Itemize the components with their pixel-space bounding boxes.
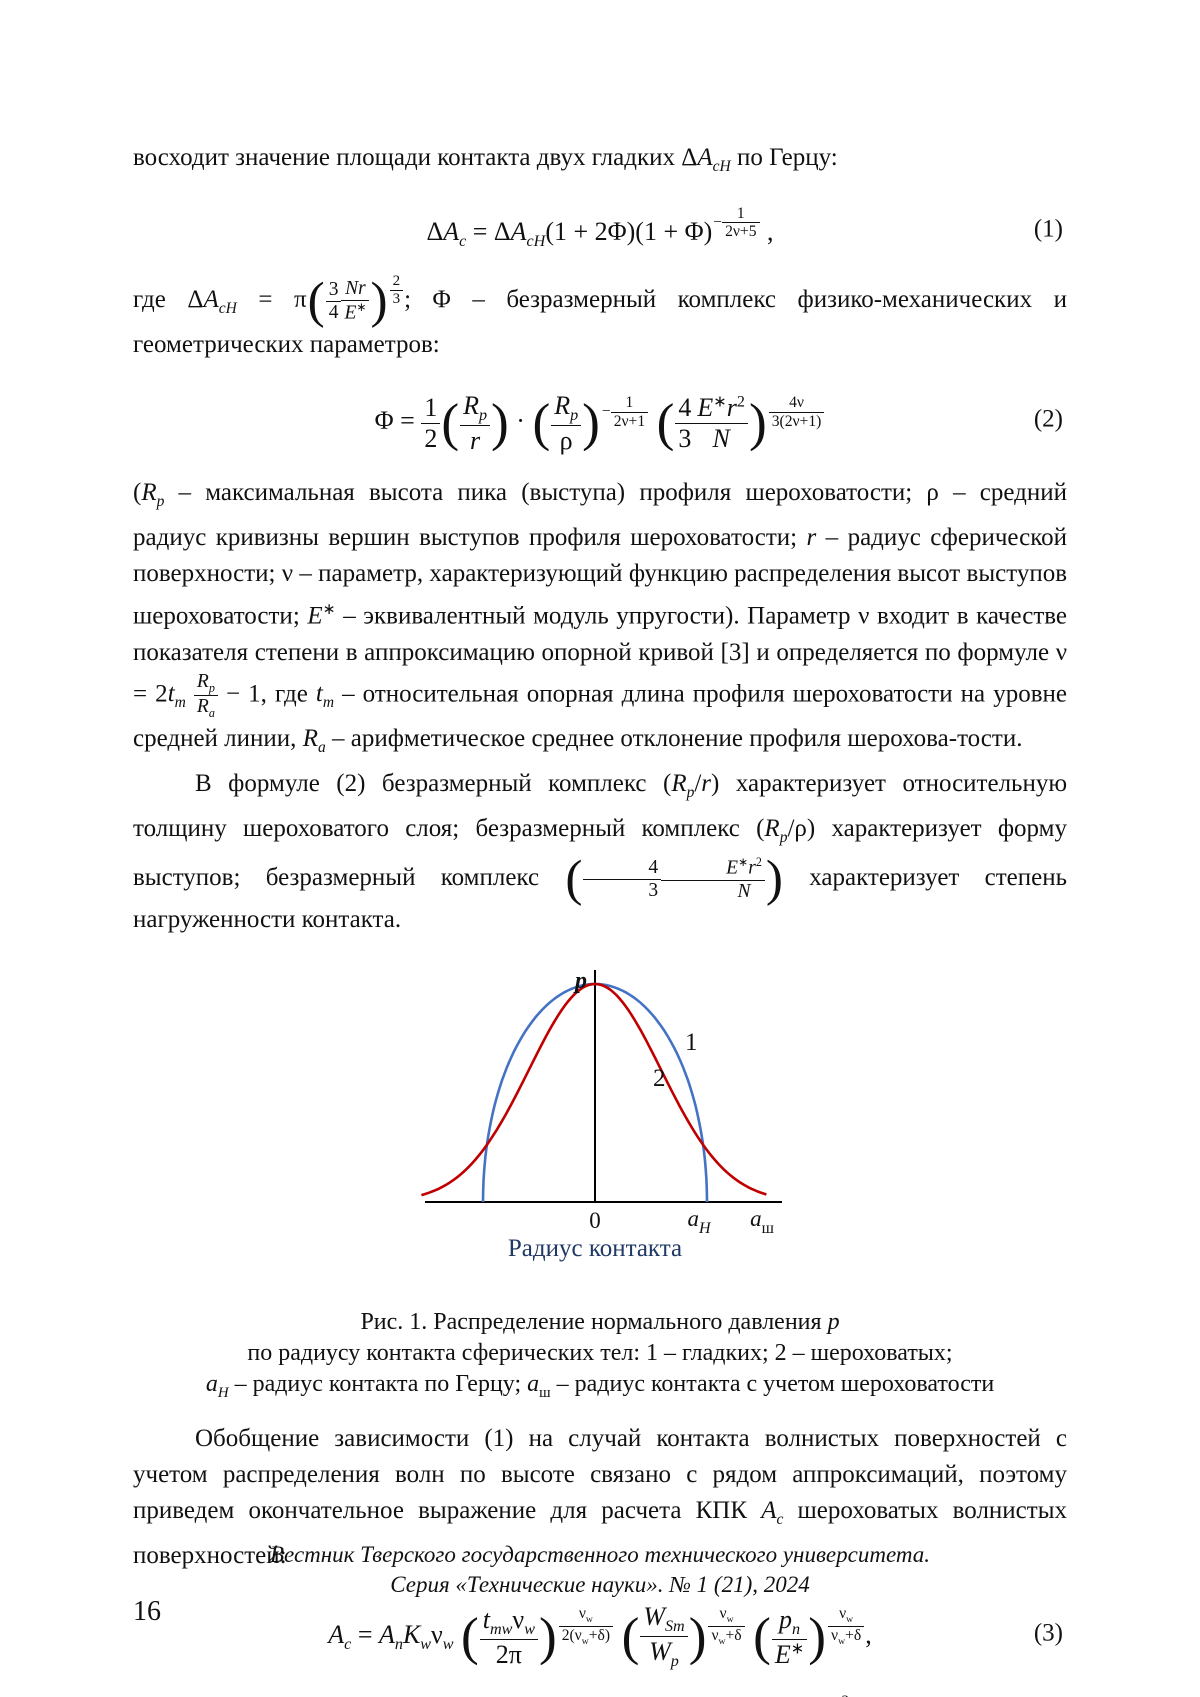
equation-2: Φ = 1 2(Rp r) · (Rp ρ) −1 2ν+1 (4 3 E∗r2 N) 4ν 3(2…: [133, 375, 1067, 463]
footer-line-2: Серия «Технические науки». № 1 (21), 202…: [390, 1572, 810, 1597]
equation-1: ΔAc = ΔAcH(1 + 2Φ)(1 + Φ)− 1 2ν+5 , (1): [133, 197, 1067, 260]
figure-1-caption: Рис. 1. Распределение нормального давлен…: [133, 1307, 1067, 1409]
page-number: 16: [133, 1596, 161, 1627]
paragraph-generalization: Обобщение зависимости (1) на случай конт…: [133, 1425, 1067, 1570]
y-axis-label-p: p: [573, 968, 587, 994]
equation-2-number: (2): [1033, 405, 1063, 433]
paragraph-complexes: В формуле (2) безразмерный комплекс (Rp/…: [133, 770, 1068, 934]
curve-1-label: 1: [685, 1029, 698, 1056]
x-axis-title: Радиус контакта: [508, 1235, 682, 1262]
paragraph-where-1: где ΔAcH = π(3 4 Nr E∗) 2 3; Φ – безразмерный…: [133, 272, 1067, 358]
curve-2-label: 2: [653, 1065, 666, 1092]
journal-footer: Вестник Тверского государственного техни…: [133, 1540, 1067, 1600]
equation-2-body: Φ = 1 2(Rp r) · (Rp ρ) −1 2ν+1 (4 3 E∗r2 N) 4ν 3(2…: [375, 391, 826, 455]
footer-line-1: Вестник Тверского государственного техни…: [269, 1542, 930, 1567]
tick-ash: aш: [750, 1206, 775, 1237]
caption-line-3: aH – радиус контакта по Герцу; aш – ради…: [205, 1371, 995, 1402]
caption-line-1: Рис. 1. Распределение нормального давлен…: [360, 1309, 840, 1336]
equation-1-number: (1): [1033, 214, 1063, 242]
paragraph-where-3: где коэффициент Kw = 1 + 12 · RpWp, пара…: [133, 1692, 1067, 1697]
equation-3: Ac = AnKwνw (tmwνw 2π) νw 2(νw+δ) (WSm Wp) νw…: [133, 1586, 1067, 1679]
figure-1-chart: p 0 aH aш 1 2 Радиус контакта: [421, 968, 782, 1262]
equation-3-body: Ac = AnKwνw (tmwνw 2π) νw 2(νw+δ) (WSm Wp) νw…: [328, 1602, 872, 1671]
page-body: восходит значение площади контакта двух …: [133, 140, 1067, 1697]
paragraph-intro: восходит значение площади контакта двух …: [133, 144, 838, 175]
figure-1: p 0 aH aш 1 2 Радиус контакта: [133, 962, 1067, 1273]
tick-zero: 0: [589, 1208, 601, 1233]
caption-line-2: по радиусу контакта сферических тел: 1 –…: [247, 1340, 953, 1367]
paragraph-parameters: (Rp – максимальная высота пика (выступа)…: [133, 479, 1068, 757]
equation-3-number: (3): [1033, 1619, 1063, 1647]
equation-1-body: ΔAc = ΔAcH(1 + 2Φ)(1 + Φ)− 1 2ν+5 ,: [426, 205, 774, 250]
curve-2: [421, 983, 767, 1197]
tick-aH: aH: [687, 1206, 712, 1237]
